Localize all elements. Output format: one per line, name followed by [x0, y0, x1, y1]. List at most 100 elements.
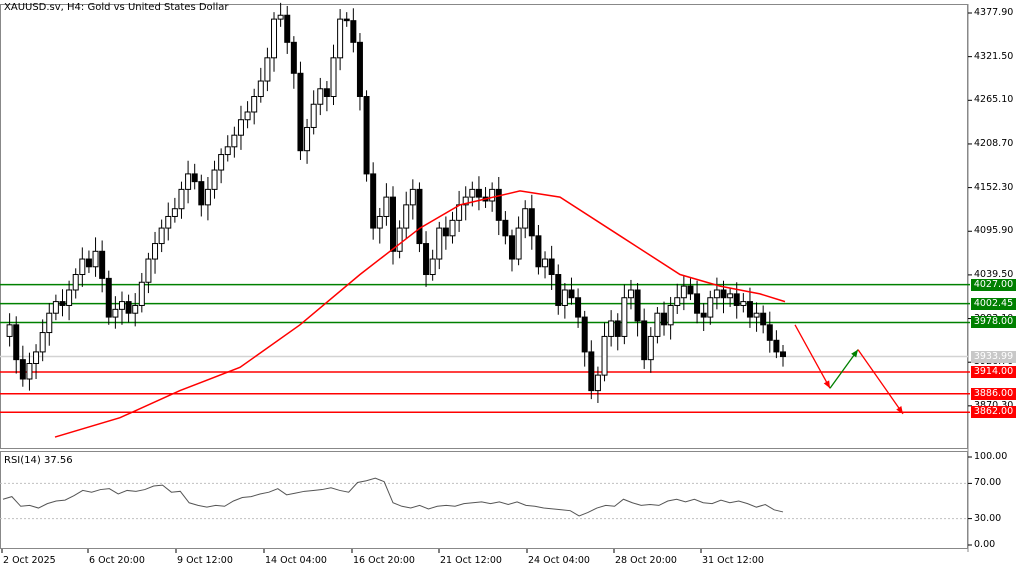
- candle: [416, 188, 423, 245]
- candle: [713, 289, 720, 299]
- candle: [495, 188, 502, 221]
- candle: [733, 293, 740, 306]
- rsi-tick-label: 70.00: [974, 477, 1002, 489]
- candle: [528, 208, 535, 237]
- candle: [548, 258, 555, 276]
- resistance-level-label: 3978.00: [971, 316, 1016, 329]
- candle: [231, 134, 238, 148]
- time-tick-label: 28 Oct 20:00: [615, 555, 677, 566]
- current-price-label: 3933.99: [971, 350, 1016, 363]
- candle: [284, 14, 291, 43]
- candle: [773, 339, 780, 353]
- candle: [185, 173, 192, 190]
- candle: [304, 126, 311, 152]
- candle: [370, 173, 377, 229]
- candle: [674, 297, 681, 306]
- candle: [561, 289, 568, 306]
- candle: [396, 227, 403, 252]
- candle: [290, 41, 297, 74]
- candle: [614, 320, 621, 337]
- candle: [165, 215, 172, 229]
- candle: [383, 196, 390, 217]
- candle: [720, 289, 727, 299]
- projection-arrow-up[interactable]: [829, 349, 859, 389]
- candle: [350, 20, 357, 43]
- candle: [766, 324, 773, 341]
- candle: [740, 301, 747, 306]
- candle: [132, 304, 139, 314]
- candle: [26, 363, 33, 380]
- rsi-tick-label: 100.00: [974, 451, 1008, 462]
- candle: [475, 188, 482, 198]
- candle: [257, 80, 264, 98]
- candle: [409, 188, 416, 206]
- candle: [621, 297, 628, 337]
- candle: [118, 301, 125, 310]
- support-level-label: 3886.00: [971, 387, 1016, 400]
- projection-arrow-down[interactable]: [794, 324, 831, 389]
- candle: [99, 250, 106, 279]
- candle: [244, 111, 251, 121]
- time-tick-label: 2 Oct 2025: [3, 555, 56, 566]
- candle: [442, 227, 449, 237]
- candle: [535, 235, 542, 268]
- candle: [376, 215, 383, 229]
- candle: [462, 196, 469, 206]
- candle: [356, 41, 363, 98]
- candle: [317, 88, 324, 105]
- candle: [634, 289, 641, 322]
- candle: [52, 301, 59, 314]
- candle: [39, 332, 46, 353]
- candle: [588, 351, 595, 392]
- price-tick-label: 4265.10: [974, 94, 1014, 106]
- candle: [79, 258, 86, 276]
- rsi-tick-label: 0.00: [974, 539, 996, 550]
- candle: [323, 88, 330, 98]
- candle: [85, 258, 92, 268]
- candle: [647, 335, 654, 361]
- candle: [330, 57, 337, 98]
- candle: [92, 250, 99, 268]
- price-tick-label: 4208.70: [974, 137, 1014, 149]
- time-tick-label: 16 Oct 20:00: [353, 555, 415, 566]
- candle: [125, 301, 132, 314]
- candle: [508, 235, 515, 260]
- rsi-title: RSI(14) 37.56: [4, 455, 73, 466]
- candle: [277, 14, 284, 20]
- candle: [13, 324, 20, 361]
- rsi-line: [2, 477, 784, 517]
- candle: [489, 188, 496, 202]
- time-tick-label: 24 Oct 04:00: [528, 555, 590, 566]
- candle: [19, 359, 26, 380]
- candle: [429, 258, 436, 276]
- candle: [687, 285, 694, 295]
- candle: [138, 281, 145, 306]
- support-level-label: 3862.00: [971, 406, 1016, 419]
- projection-arrow-down[interactable]: [857, 349, 904, 415]
- candle: [608, 320, 615, 337]
- candle: [171, 208, 178, 217]
- candle: [211, 169, 218, 190]
- arrow-head-icon: [851, 349, 858, 358]
- candle: [105, 277, 112, 318]
- candle: [594, 374, 601, 392]
- candle: [152, 243, 159, 260]
- candle: [627, 289, 634, 299]
- candle: [178, 188, 185, 210]
- time-tick-label: 14 Oct 04:00: [265, 555, 327, 566]
- candle: [297, 72, 304, 152]
- price-tick-label: 4321.50: [974, 50, 1014, 62]
- time-tick-label: 9 Oct 12:00: [177, 555, 233, 566]
- candle: [403, 204, 410, 229]
- candle: [423, 243, 430, 276]
- candle: [469, 188, 476, 198]
- candle: [555, 274, 562, 306]
- candle: [449, 219, 456, 237]
- candle: [522, 208, 529, 229]
- candle: [601, 335, 608, 376]
- candle: [72, 274, 79, 291]
- candle: [667, 304, 674, 326]
- candle: [542, 258, 549, 268]
